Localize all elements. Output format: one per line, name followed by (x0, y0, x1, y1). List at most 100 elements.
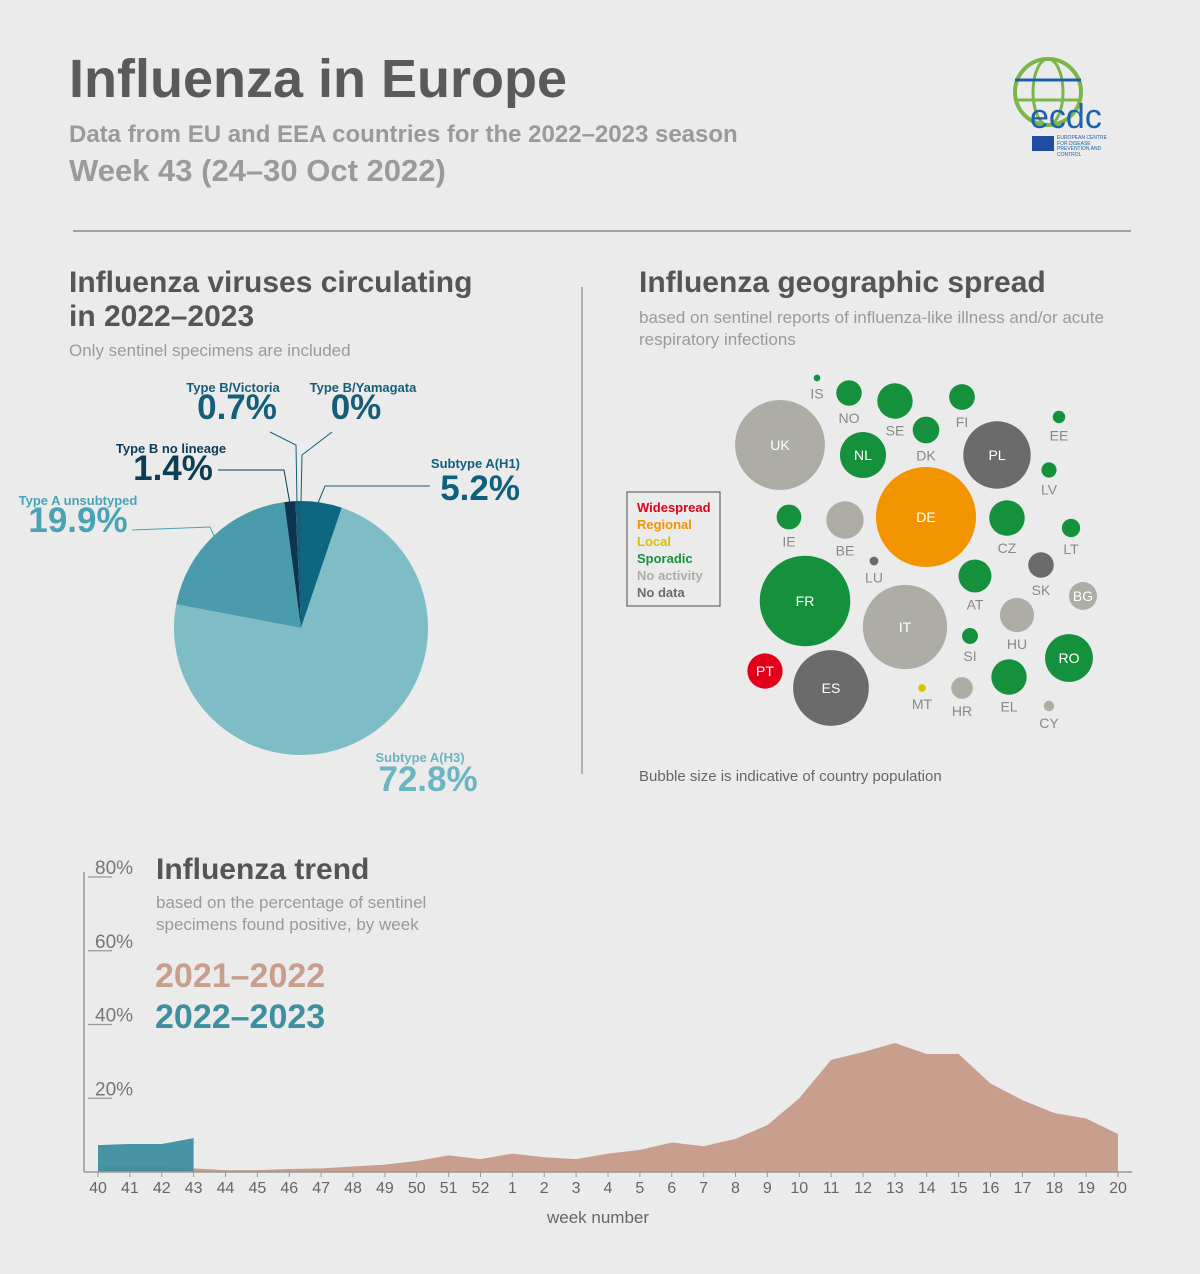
x-tick-label: 42 (153, 1180, 171, 1197)
country-label: RO (1059, 650, 1080, 666)
pie-slice (295, 501, 301, 628)
leader-line (300, 431, 333, 503)
x-tick-label: 4 (604, 1180, 613, 1197)
country-label: NL (854, 447, 872, 463)
legend-box (626, 491, 721, 607)
country-bubble (1043, 700, 1055, 712)
slice-value: 1.4% (133, 449, 213, 488)
country-bubble (735, 400, 825, 490)
x-tick-label: 40 (89, 1180, 107, 1197)
x-tick-label: 11 (823, 1180, 840, 1197)
x-tick-label: 15 (950, 1180, 968, 1197)
country-label: CZ (998, 540, 1017, 556)
pie-subtitle: Only sentinel specimens are included (69, 341, 351, 360)
country-bubble (1045, 634, 1093, 682)
country-bubble (813, 374, 821, 382)
y-tick-label: 40% (95, 1006, 133, 1027)
country-label: AT (967, 596, 984, 612)
x-tick-label: 45 (248, 1180, 266, 1197)
y-tick-label: 80% (95, 858, 133, 879)
map-title: Influenza geographic spread (639, 266, 1046, 299)
country-bubble (776, 504, 802, 530)
legend-entry: Sporadic (637, 551, 693, 566)
x-tick-label: 9 (763, 1180, 772, 1197)
slice-value: 19.9% (28, 501, 127, 540)
country-label: NO (839, 410, 860, 426)
country-bubble (1028, 552, 1054, 578)
x-tick-label: 6 (667, 1180, 676, 1197)
country-bubble (962, 628, 978, 644)
country-bubble (836, 380, 862, 406)
country-label: LU (865, 569, 883, 585)
country-label: HU (1007, 636, 1027, 652)
country-label: FR (796, 593, 815, 609)
country-label: CY (1039, 715, 1059, 731)
legend-entry: 2021–2022 (155, 957, 325, 995)
logo-name: ecdc (1030, 98, 1102, 136)
page-title: Influenza in Europe (69, 49, 568, 109)
country-bubble (958, 559, 992, 593)
country-bubble (963, 421, 1031, 489)
slice-value: 5.2% (440, 469, 520, 508)
x-tick-label: 52 (472, 1180, 490, 1197)
x-tick-label: 47 (312, 1180, 330, 1197)
x-tick-label: 18 (1045, 1180, 1063, 1197)
slice-name: Subtype A(H1) (431, 456, 520, 471)
y-tick-label: 20% (95, 1079, 133, 1100)
x-tick-label: 44 (217, 1180, 235, 1197)
country-label: DE (916, 509, 935, 525)
country-bubble (1041, 462, 1057, 478)
x-tick-label: 19 (1077, 1180, 1095, 1197)
slice-value: 0% (331, 388, 382, 427)
pie-title: Influenza viruses circulating in 2022–20… (69, 266, 473, 333)
country-bubble (989, 500, 1025, 536)
country-bubble (918, 684, 926, 692)
x-tick-label: 49 (376, 1180, 394, 1197)
x-tick-label: 16 (982, 1180, 1000, 1197)
country-label: LT (1063, 541, 1079, 557)
slice-value: 0.7% (197, 388, 277, 427)
legend-entry: No activity (637, 568, 704, 583)
leader-line (317, 485, 430, 504)
logo-caption: EUROPEAN CENTRE FOR DISEASE PREVENTION A… (1057, 135, 1108, 158)
country-bubble (991, 659, 1027, 695)
x-tick-label: 43 (185, 1180, 203, 1197)
logo: ecdc (1013, 57, 1102, 151)
x-tick-label: 8 (731, 1180, 740, 1197)
trend-title: Influenza trend (156, 853, 370, 886)
country-bubble (759, 555, 851, 647)
page-subtitle: Data from EU and EEA countries for the 2… (69, 121, 738, 148)
country-bubble (839, 431, 887, 479)
area (98, 1138, 194, 1172)
country-bubble (912, 416, 940, 444)
map-subtitle: based on sentinel reports of influenza-l… (639, 308, 1104, 349)
legend-entry: 2022–2023 (155, 998, 325, 1036)
slice-name: Type B no lineage (116, 441, 226, 456)
x-tick-label: 46 (280, 1180, 298, 1197)
country-label: PL (988, 447, 1005, 463)
legend-entry: Regional (637, 517, 692, 532)
country-label: SI (963, 648, 976, 664)
week: Week 43 (24–30 Oct 2022) (69, 153, 446, 188)
x-tick-label: 10 (790, 1180, 808, 1197)
country-label: HR (952, 703, 972, 719)
legend-entry: Widespread (637, 500, 711, 515)
leader-line (131, 526, 217, 541)
pie-slice (176, 502, 301, 628)
area (98, 1042, 1118, 1172)
x-tick-label: 51 (440, 1180, 458, 1197)
x-axis-label: week number (546, 1208, 649, 1227)
country-label: IT (899, 619, 912, 635)
country-label: LV (1041, 482, 1058, 498)
x-tick-label: 2 (540, 1180, 549, 1197)
x-tick-label: 7 (699, 1180, 708, 1197)
x-tick-label: 5 (635, 1180, 644, 1197)
leader-line (269, 431, 298, 503)
map-note: Bubble size is indicative of country pop… (639, 768, 942, 785)
country-label: SK (1032, 582, 1051, 598)
country-bubble (1069, 582, 1097, 610)
country-bubble (949, 384, 975, 410)
slice-name: Type A unsubtyped (19, 493, 138, 508)
